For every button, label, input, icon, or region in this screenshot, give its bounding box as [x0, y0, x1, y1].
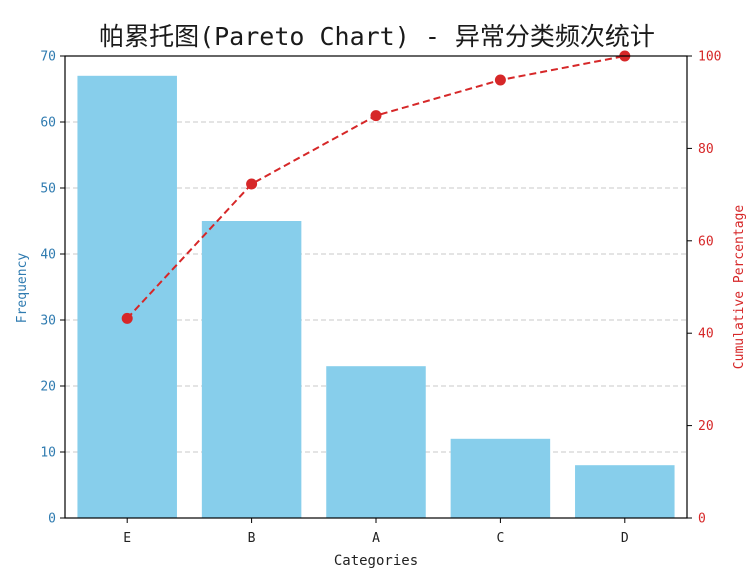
left-axis-label: Frequency [15, 253, 30, 324]
left-tick-label: 40 [40, 248, 56, 263]
chart-title: 帕累托图(Pareto Chart) - 异常分类频次统计 [99, 22, 655, 51]
bars [77, 75, 675, 519]
cumulative-point-B [246, 178, 258, 190]
left-tick-label: 60 [40, 116, 56, 131]
left-tick-label: 10 [40, 446, 56, 461]
x-axis-label: Categories [334, 553, 418, 569]
cumulative-line [121, 50, 631, 324]
x-tick-label: B [248, 531, 256, 546]
left-tick-label: 20 [40, 380, 56, 395]
left-tick-label: 70 [40, 50, 56, 65]
cumulative-point-A [370, 110, 382, 122]
cumulative-point-E [121, 312, 133, 324]
left-tick-label: 0 [48, 512, 56, 527]
bar-E [77, 75, 177, 519]
right-axis-label: Cumulative Percentage [732, 205, 747, 370]
bar-C [450, 438, 551, 518]
right-axis-ticks: 0 20 40 60 80 100 [687, 50, 721, 527]
left-axis-ticks: 0 10 20 30 40 50 60 70 [40, 50, 65, 527]
bar-D [575, 465, 675, 518]
right-tick-label: 80 [698, 142, 714, 157]
x-tick-label: E [123, 531, 131, 546]
right-tick-label: 100 [698, 50, 721, 65]
left-tick-label: 30 [40, 314, 56, 329]
x-tick-label: C [496, 531, 504, 546]
x-tick-label: A [372, 531, 380, 546]
right-tick-label: 0 [698, 512, 706, 527]
x-tick-label: D [621, 531, 629, 546]
left-tick-label: 50 [40, 182, 56, 197]
right-tick-label: 40 [698, 327, 714, 342]
cumulative-point-C [494, 74, 506, 86]
bar-B [201, 221, 302, 518]
right-tick-label: 20 [698, 419, 714, 434]
right-tick-label: 60 [698, 234, 714, 249]
bar-A [326, 366, 426, 518]
